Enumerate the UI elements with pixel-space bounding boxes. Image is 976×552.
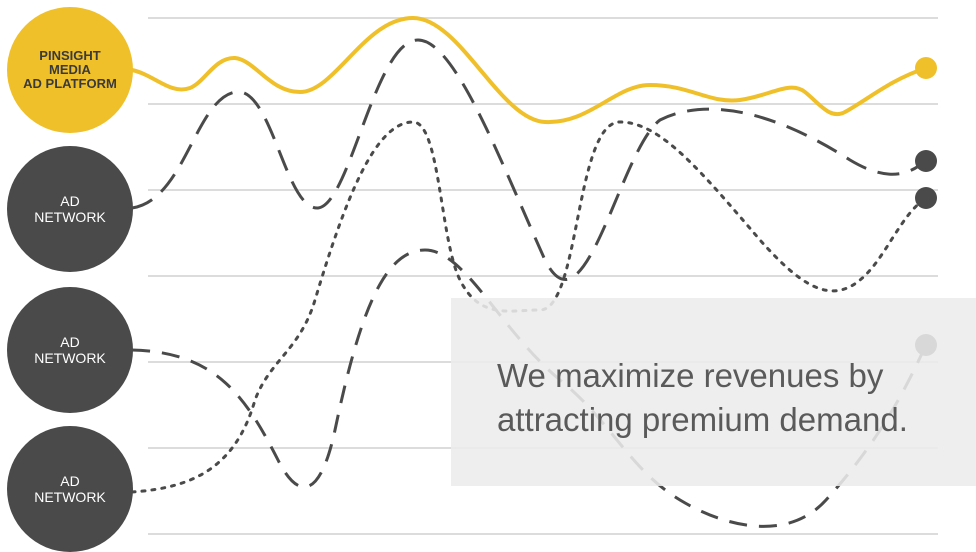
ad-network-node: AD NETWORK <box>7 287 133 413</box>
node-label-line: NETWORK <box>34 489 106 505</box>
node-label-line: PINSIGHT <box>39 48 101 63</box>
tagline: We maximize revenues by attracting premi… <box>497 354 967 442</box>
node-label-line: AD <box>60 473 80 489</box>
ad-network-node: AD NETWORK <box>7 146 133 272</box>
node-label-line: AD <box>60 193 80 209</box>
node-label-line: AD PLATFORM <box>23 76 117 91</box>
endpoint-marker-network-2 <box>915 187 937 209</box>
network-line-3 <box>131 248 928 528</box>
endpoint-marker-platform <box>915 57 937 79</box>
node-label-line: NETWORK <box>34 350 106 366</box>
ad-network-node: AD NETWORK <box>7 426 133 552</box>
node-label-line: NETWORK <box>34 209 106 225</box>
node-label-line: AD <box>60 334 80 350</box>
network-line-4 <box>130 120 928 494</box>
platform-line <box>131 15 927 125</box>
tagline-box: We maximize revenues by attracting premi… <box>451 298 976 486</box>
platform-node: PINSIGHT MEDIA AD PLATFORM <box>7 7 133 133</box>
tagline-line-1: We maximize revenues by <box>497 357 884 394</box>
tagline-line-2: attracting premium demand. <box>497 401 908 438</box>
network-line-2 <box>131 38 928 281</box>
node-label-line: MEDIA <box>49 62 91 77</box>
endpoint-marker-network-1 <box>915 150 937 172</box>
